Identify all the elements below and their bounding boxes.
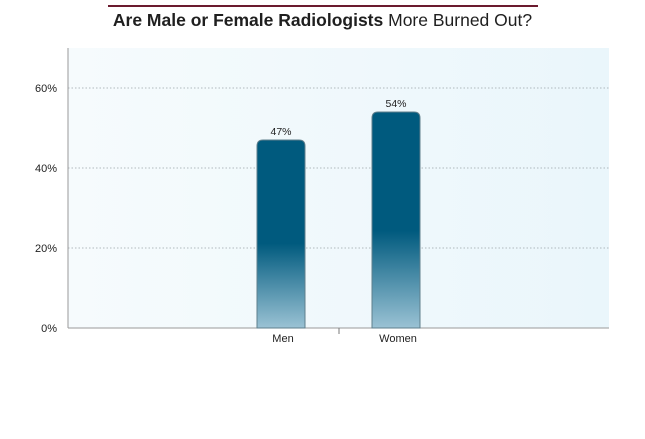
y-tick-label: 0% bbox=[41, 323, 57, 335]
y-tick-label: 60% bbox=[35, 83, 57, 95]
chart-title: Are Male or Female Radiologists More Bur… bbox=[0, 10, 645, 31]
y-tick-label: 40% bbox=[35, 163, 57, 175]
y-tick-label: 20% bbox=[35, 243, 57, 255]
bars bbox=[256, 111, 421, 329]
bar-men bbox=[256, 139, 306, 329]
y-axis-ticks: 0% 20% 40% 60% bbox=[35, 83, 57, 335]
bar-women bbox=[371, 111, 421, 329]
plot-area bbox=[68, 48, 609, 328]
grid-lines bbox=[68, 87, 609, 249]
data-label-men: 47% bbox=[270, 126, 291, 138]
chart-title-light: More Burned Out? bbox=[388, 10, 533, 30]
category-labels: Men Women bbox=[272, 333, 417, 345]
category-label-women: Women bbox=[379, 333, 417, 345]
data-label-women: 54% bbox=[385, 98, 406, 110]
category-label-men: Men bbox=[272, 333, 293, 345]
title-rule bbox=[108, 5, 538, 7]
data-labels: 47% 54% bbox=[270, 98, 406, 138]
chart-title-bold: Are Male or Female Radiologists bbox=[112, 10, 384, 30]
